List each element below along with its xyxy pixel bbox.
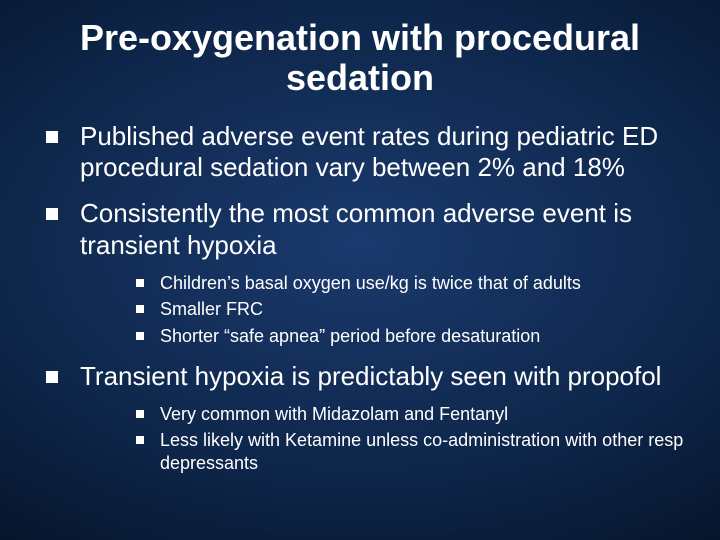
list-item: Smaller FRC bbox=[136, 298, 692, 321]
sub-bullet-text: Very common with Midazolam and Fentanyl bbox=[160, 404, 508, 424]
list-item: Shorter “safe apnea” period before desat… bbox=[136, 325, 692, 348]
bullet-list-level2: Children’s basal oxygen use/kg is twice … bbox=[80, 272, 692, 348]
sub-bullet-text: Less likely with Ketamine unless co-admi… bbox=[160, 430, 683, 473]
bullet-text: Consistently the most common adverse eve… bbox=[80, 198, 632, 260]
slide-title: Pre-oxygenation with procedural sedation bbox=[28, 18, 692, 99]
list-item: Children’s basal oxygen use/kg is twice … bbox=[136, 272, 692, 295]
bullet-text: Transient hypoxia is predictably seen wi… bbox=[80, 361, 661, 391]
list-item: Less likely with Ketamine unless co-admi… bbox=[136, 429, 692, 474]
sub-bullet-text: Shorter “safe apnea” period before desat… bbox=[160, 326, 540, 346]
bullet-list-level1: Published adverse event rates during ped… bbox=[28, 121, 692, 475]
slide: Pre-oxygenation with procedural sedation… bbox=[0, 0, 720, 540]
sub-bullet-text: Smaller FRC bbox=[160, 299, 263, 319]
list-item: Published adverse event rates during ped… bbox=[46, 121, 692, 184]
list-item: Very common with Midazolam and Fentanyl bbox=[136, 403, 692, 426]
sub-bullet-text: Children’s basal oxygen use/kg is twice … bbox=[160, 273, 581, 293]
bullet-list-level2: Very common with Midazolam and Fentanyl … bbox=[80, 403, 692, 475]
bullet-text: Published adverse event rates during ped… bbox=[80, 121, 658, 183]
list-item: Transient hypoxia is predictably seen wi… bbox=[46, 361, 692, 474]
list-item: Consistently the most common adverse eve… bbox=[46, 198, 692, 347]
